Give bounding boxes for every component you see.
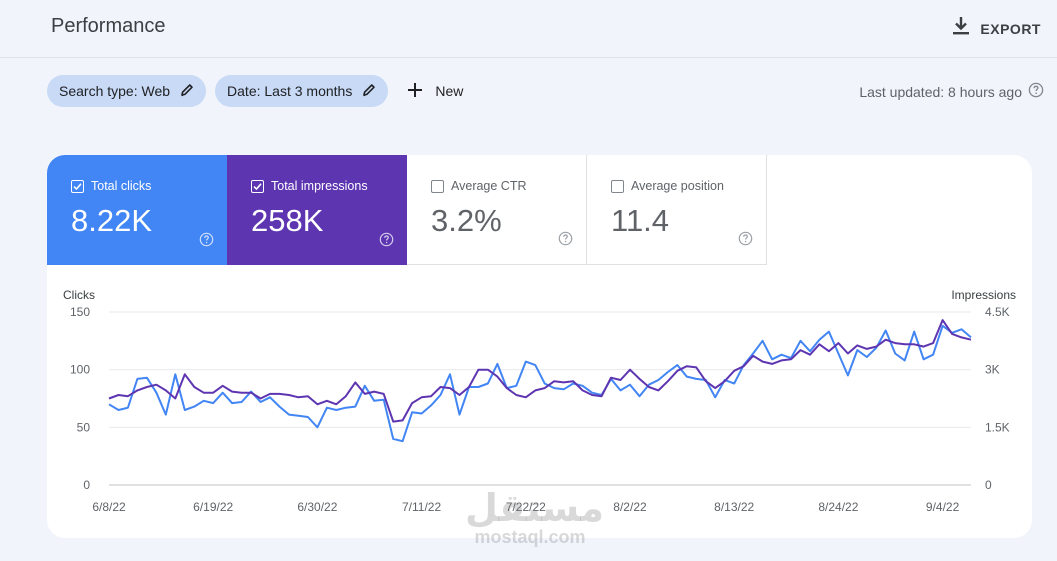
checkbox-unchecked-icon[interactable] xyxy=(611,179,624,193)
y-tick-label-left: 0 xyxy=(83,478,90,492)
export-label: EXPORT xyxy=(980,20,1041,37)
date-range-chip[interactable]: Date: Last 3 months xyxy=(215,75,389,107)
chip-label: Date: Last 3 months xyxy=(227,83,353,99)
metric-label-row: Total clicks xyxy=(71,179,227,193)
help-icon[interactable] xyxy=(379,232,394,252)
left-axis-title: Clicks xyxy=(63,288,95,302)
help-icon[interactable] xyxy=(558,231,573,251)
metric-average-position[interactable]: Average position 11.4 xyxy=(587,155,767,265)
filter-bar: Search type: Web Date: Last 3 months New xyxy=(47,75,463,107)
new-filter-button[interactable]: New xyxy=(407,82,463,101)
performance-card: Total clicks 8.22K Total impressions 258… xyxy=(47,155,1032,538)
x-tick-label: 6/8/22 xyxy=(92,500,126,514)
y-tick-label-right: 1.5K xyxy=(985,420,1010,434)
last-updated: Last updated: 8 hours ago xyxy=(859,82,1044,101)
checkbox-checked-icon[interactable] xyxy=(251,179,264,193)
x-tick-label: 7/11/22 xyxy=(402,500,441,514)
help-icon[interactable] xyxy=(199,232,214,252)
x-tick-label: 8/13/22 xyxy=(714,500,754,514)
watermark-logo: مستقل mostaql.com xyxy=(465,486,604,547)
checkbox-checked-icon[interactable] xyxy=(71,179,84,193)
export-button[interactable]: EXPORT xyxy=(952,16,1041,41)
right-axis-title: Impressions xyxy=(951,288,1016,302)
y-tick-label-left: 100 xyxy=(70,363,90,377)
metric-value: 3.2% xyxy=(431,203,502,238)
help-icon[interactable] xyxy=(1028,82,1044,101)
x-tick-label: 8/2/22 xyxy=(613,500,647,514)
metric-label: Average position xyxy=(631,179,724,193)
metric-value: 11.4 xyxy=(611,203,670,238)
checkbox-unchecked-icon[interactable] xyxy=(431,179,444,193)
y-tick-label-right: 0 xyxy=(985,478,992,492)
last-updated-text: Last updated: 8 hours ago xyxy=(859,83,1022,100)
metric-label-row: Average CTR xyxy=(431,179,586,193)
metric-value: 258K xyxy=(251,203,324,238)
metric-total-impressions[interactable]: Total impressions 258K xyxy=(227,155,407,265)
metric-label-row: Average position xyxy=(611,179,766,193)
x-tick-label: 7/22/22 xyxy=(506,500,546,514)
plus-icon xyxy=(407,82,423,101)
series-line xyxy=(108,324,972,443)
x-tick-label: 6/19/22 xyxy=(193,500,233,514)
help-icon[interactable] xyxy=(738,231,753,251)
y-tick-label-right: 3K xyxy=(985,363,1000,377)
x-tick-label: 9/4/22 xyxy=(926,500,960,514)
edit-pencil-icon xyxy=(180,83,194,100)
series-line xyxy=(108,319,972,423)
metric-value: 8.22K xyxy=(71,203,153,238)
y-tick-label-right: 4.5K xyxy=(985,305,1010,319)
metric-label-row: Total impressions xyxy=(251,179,407,193)
metric-average-ctr[interactable]: Average CTR 3.2% xyxy=(407,155,587,265)
download-icon xyxy=(952,16,970,41)
metric-label: Average CTR xyxy=(451,179,527,193)
metric-label: Total clicks xyxy=(91,179,152,193)
metric-label: Total impressions xyxy=(271,179,368,193)
chip-label: Search type: Web xyxy=(59,83,171,99)
x-tick-label: 6/30/22 xyxy=(297,500,337,514)
y-tick-label-left: 50 xyxy=(77,420,91,434)
new-label: New xyxy=(435,83,464,99)
page-header: Performance EXPORT xyxy=(0,0,1057,58)
metric-total-clicks[interactable]: Total clicks 8.22K xyxy=(47,155,227,265)
search-type-chip[interactable]: Search type: Web xyxy=(47,75,207,107)
page-title: Performance xyxy=(51,15,166,37)
x-tick-label: 8/24/22 xyxy=(818,500,858,514)
y-tick-label-left: 150 xyxy=(70,305,90,319)
edit-pencil-icon xyxy=(362,83,376,100)
performance-line-chart: 0 50 100 150 0 1.5K 3K 4.5K Clicks Impressions 6/8… xyxy=(63,288,1016,514)
